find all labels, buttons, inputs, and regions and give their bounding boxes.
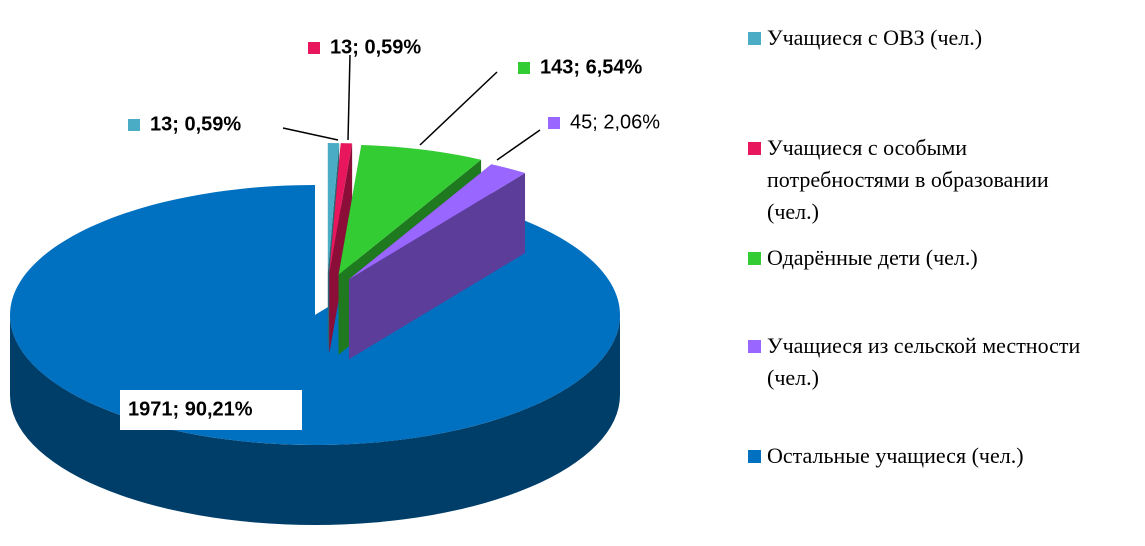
slice-side xyxy=(10,315,620,525)
legend-label: Учащиеся с ОВЗ (чел.) xyxy=(767,25,983,50)
legend-label: Учащиеся из сельской местности (чел.) xyxy=(767,333,1081,390)
slice-wall xyxy=(329,143,353,354)
label-key xyxy=(128,119,140,131)
label-key xyxy=(548,117,560,129)
legend-swatch xyxy=(748,32,761,45)
legend-swatch xyxy=(748,450,761,463)
legend-swatch xyxy=(748,142,761,155)
legend-item: Остальные учащиеся (чел.) xyxy=(748,440,1143,472)
label-key xyxy=(518,62,530,74)
data-label: 143; 6,54% xyxy=(540,56,643,78)
slice-top xyxy=(329,143,353,274)
leader-line xyxy=(496,129,541,161)
slice-wall xyxy=(348,173,526,360)
leader-line xyxy=(282,127,339,141)
slice xyxy=(9,185,620,525)
slice-top xyxy=(9,185,620,445)
legend-label: Учащиеся с особыми потребностями в образ… xyxy=(767,135,1049,224)
legend-label: Остальные учащиеся (чел.) xyxy=(767,443,1024,468)
slice xyxy=(329,143,353,354)
legend-item: Одарённые дети (чел.) xyxy=(748,242,1143,274)
data-label: 45; 2,06% xyxy=(570,111,660,133)
data-label: 1971; 90,21% xyxy=(128,398,253,420)
slice-top xyxy=(327,143,340,274)
slice-top xyxy=(348,164,526,280)
legend-item: Учащиеся с ОВЗ (чел.) xyxy=(748,22,1143,54)
legend: Учащиеся с ОВЗ (чел.) Учащиеся с особыми … xyxy=(748,0,1143,546)
legend-item: Учащиеся с особыми потребностями в образ… xyxy=(748,132,1143,228)
data-label: 13; 0,59% xyxy=(330,36,421,58)
label-key xyxy=(308,42,320,54)
legend-item: Учащиеся из сельской местности (чел.) xyxy=(748,330,1143,394)
data-label: 13; 0,59% xyxy=(150,113,241,135)
legend-label: Одарённые дети (чел.) xyxy=(767,245,978,270)
leader-line xyxy=(347,54,351,141)
legend-swatch xyxy=(748,252,761,265)
label-box xyxy=(120,390,302,430)
chart: 13; 0,59% 13; 0,59% 143; 6,54% 45; 2,06% 197… xyxy=(9,36,660,525)
slice-top xyxy=(338,145,482,275)
leader-line xyxy=(419,71,498,146)
legend-swatch xyxy=(748,340,761,353)
slice xyxy=(348,164,526,360)
